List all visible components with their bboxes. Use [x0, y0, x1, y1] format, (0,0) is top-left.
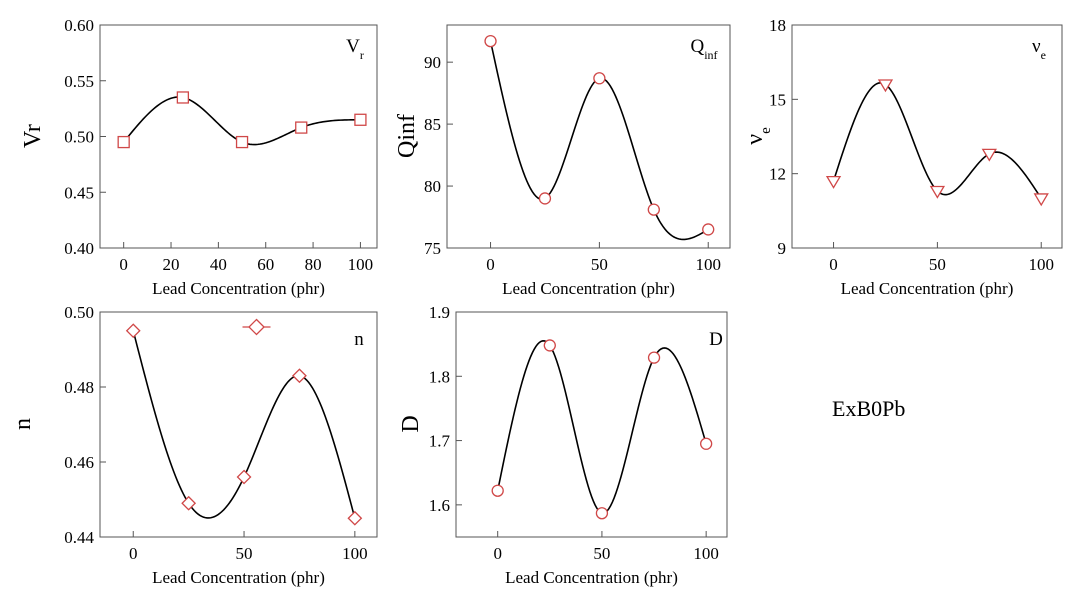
panel-qinf: 0 50 100 75 80 85 90 Lead Concentration (phr) Qi… — [394, 24, 731, 298]
y-axis-label: Qinf — [394, 114, 420, 158]
y-axis-label: νe — [742, 127, 774, 145]
x-tick-label: 100 — [1028, 255, 1054, 274]
x-tick-label: 50 — [236, 544, 253, 563]
data-point — [354, 113, 367, 126]
x-axis-label: Lead Concentration (phr) — [152, 279, 325, 298]
x-tick-label: 20 — [163, 255, 180, 274]
y-tick-label: 75 — [424, 239, 441, 258]
data-point — [117, 135, 130, 149]
panel-d: 0 50 100 1.6 1.7 1.8 1.9 Lead Concentration (ph… — [398, 303, 728, 587]
data-point — [295, 121, 308, 134]
x-axis-label: Lead Concentration (phr) — [505, 568, 678, 587]
x-tick-label: 50 — [591, 255, 608, 274]
fit-curve — [496, 339, 707, 515]
y-tick-label: 0.60 — [64, 16, 94, 35]
data-point — [538, 192, 552, 205]
y-tick-label: 18 — [769, 16, 786, 35]
y-tick-label: 0.55 — [64, 72, 94, 91]
legend-marker — [248, 318, 265, 336]
y-tick-label: 1.7 — [429, 432, 451, 451]
y-tick-label: 0.40 — [64, 239, 94, 258]
data-point — [647, 351, 661, 364]
data-point — [700, 437, 713, 450]
x-axis-label: Lead Concentration (phr) — [502, 279, 675, 298]
y-tick-label: 1.6 — [429, 496, 450, 515]
y-tick-label: 9 — [778, 239, 787, 258]
y-tick-label: 1.8 — [429, 367, 450, 386]
data-point — [125, 323, 141, 339]
plot-frame — [455, 311, 728, 538]
y-tick-label: 0.50 — [64, 128, 94, 147]
series-corner-label: Vr — [346, 36, 364, 62]
series-corner-label: νe — [1032, 36, 1046, 62]
x-tick-label: 0 — [119, 255, 128, 274]
panel-n: 0 50 100 0.44 0.46 0.48 0.50 Lead Concentration… — [10, 303, 378, 587]
data-point — [347, 510, 363, 526]
data-point — [292, 368, 307, 384]
x-tick-label: 0 — [829, 255, 838, 274]
x-tick-label: 100 — [348, 255, 374, 274]
x-tick-label: 40 — [210, 255, 227, 274]
panel-ve: 0 50 100 9 12 15 18 Lead Concentration (phr) νe ν… — [742, 16, 1063, 298]
plot-frame — [446, 24, 731, 249]
fit-curve — [132, 330, 356, 519]
data-point — [236, 469, 252, 485]
x-tick-label: 100 — [695, 255, 721, 274]
y-tick-label: 1.9 — [429, 303, 450, 322]
x-tick-label: 0 — [493, 544, 502, 563]
x-tick-label: 80 — [305, 255, 322, 274]
y-tick-label: 0.46 — [64, 453, 94, 472]
x-tick-label: 50 — [929, 255, 946, 274]
x-tick-label: 0 — [129, 544, 138, 563]
data-point — [647, 203, 660, 216]
data-point — [491, 484, 504, 497]
y-tick-label: 0.48 — [64, 378, 94, 397]
panel-vr: 0 20 40 60 80 100 0.40 0.45 0.50 0.55 0.60 Lead Con… — [20, 16, 378, 298]
series-corner-label: n — [354, 329, 364, 350]
y-tick-label: 0.44 — [64, 528, 94, 547]
y-axis-label: D — [398, 415, 424, 432]
data-point — [595, 507, 609, 520]
x-tick-label: 100 — [342, 544, 368, 563]
y-tick-label: 80 — [424, 177, 441, 196]
y-tick-label: 0.45 — [64, 183, 94, 202]
data-point — [877, 79, 894, 93]
x-tick-label: 50 — [593, 544, 610, 563]
plot-frame — [791, 24, 1063, 249]
data-point — [235, 135, 249, 149]
data-point — [929, 185, 946, 199]
data-point — [593, 72, 606, 85]
series-corner-label: Qinf — [690, 36, 717, 62]
plot-frame — [99, 311, 378, 538]
sample-code-label: ExB0Pb — [832, 396, 905, 421]
y-tick-label: 12 — [769, 165, 786, 184]
y-tick-label: 85 — [424, 115, 441, 134]
data-point — [981, 148, 997, 162]
data-point — [825, 175, 842, 189]
x-axis-label: Lead Concentration (phr) — [152, 568, 325, 587]
legend — [242, 318, 271, 336]
data-point — [702, 223, 715, 236]
x-tick-label: 100 — [693, 544, 719, 563]
data-point — [181, 495, 197, 511]
fit-curve — [832, 82, 1042, 199]
x-tick-label: 0 — [486, 255, 495, 274]
fit-curve — [489, 40, 709, 241]
data-point — [1033, 193, 1049, 207]
y-axis-label: n — [10, 418, 36, 430]
x-axis-label: Lead Concentration (phr) — [841, 279, 1014, 298]
data-point — [484, 34, 497, 48]
y-tick-label: 0.50 — [64, 303, 94, 322]
x-tick-label: 60 — [257, 255, 274, 274]
y-axis-label: Vr — [20, 124, 46, 148]
y-tick-label: 15 — [769, 90, 786, 109]
y-tick-label: 90 — [424, 53, 441, 72]
series-corner-label: D — [709, 329, 723, 350]
data-point — [176, 91, 190, 104]
data-point — [543, 339, 556, 352]
